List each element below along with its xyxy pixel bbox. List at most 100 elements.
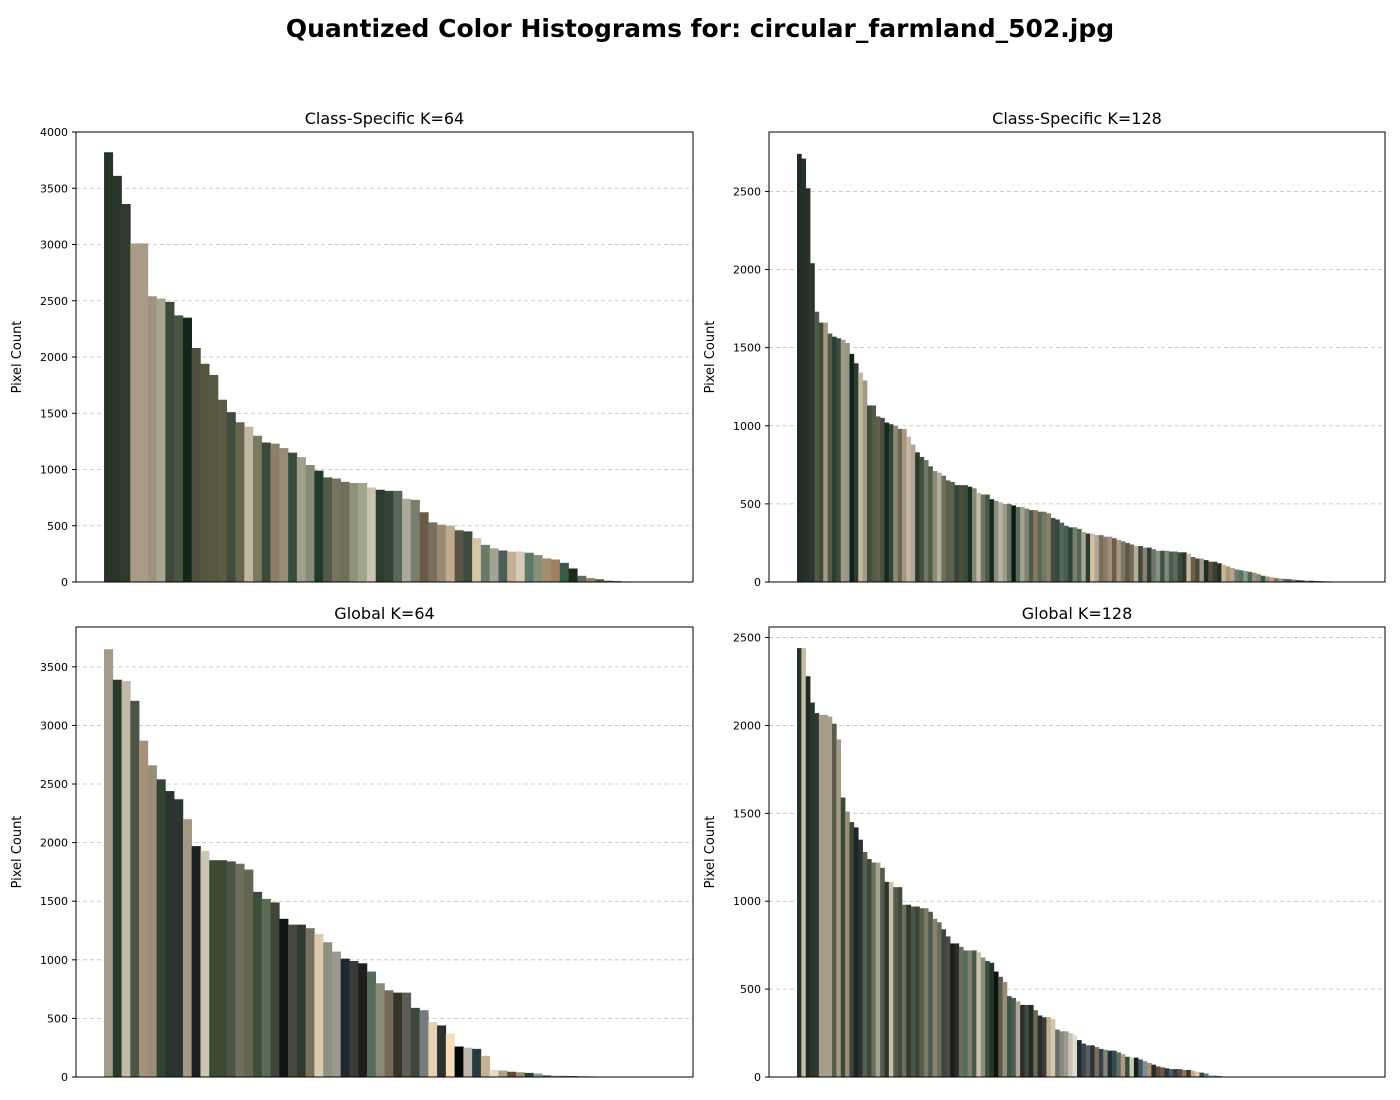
histogram-bar (533, 1073, 543, 1077)
histogram-bar (226, 412, 236, 582)
histogram-bar (797, 153, 802, 582)
histogram-bar (867, 405, 872, 582)
histogram-bar (1046, 513, 1052, 582)
chart-title: Class-Specific K=128 (992, 109, 1162, 128)
y-tick-label: 500 (740, 983, 761, 996)
histogram-bar (515, 551, 526, 582)
histogram-bar (480, 544, 490, 582)
histogram-bar (568, 568, 578, 582)
y-axis-label: Pixel Count (10, 321, 25, 394)
histogram-bar (1208, 561, 1213, 582)
histogram-bar (305, 465, 315, 582)
histogram-bar (1103, 1049, 1108, 1077)
axes-frame (75, 626, 694, 1078)
histogram-bar (875, 862, 881, 1077)
axes-frame (768, 626, 1386, 1078)
histogram-bar (1138, 1059, 1143, 1077)
histogram-bar (156, 298, 166, 582)
histogram-bar (139, 740, 149, 1077)
y-tick-label: 0 (61, 576, 68, 589)
histogram-bar (862, 380, 868, 582)
histogram-bar (393, 992, 403, 1077)
histogram-bar (1217, 563, 1222, 582)
histogram-bar (1199, 1072, 1205, 1077)
histogram-bar (489, 548, 499, 582)
histogram-bar (253, 435, 263, 582)
histogram-bar (902, 428, 907, 582)
histogram-bar (454, 530, 464, 582)
histogram-bar (182, 317, 192, 582)
histogram-bar (1129, 544, 1135, 582)
histogram-bar (279, 918, 289, 1077)
histogram-bar (897, 887, 903, 1077)
histogram-bar (1295, 580, 1301, 582)
histogram-bar (1308, 580, 1314, 582)
histogram-bar (906, 904, 912, 1077)
histogram-bar (1234, 569, 1240, 582)
histogram-bar (445, 525, 455, 582)
histogram-bar (1015, 1001, 1021, 1077)
histogram-bar (928, 466, 933, 582)
histogram-bar (1147, 547, 1152, 582)
histogram-bar (823, 322, 828, 582)
y-tick-label: 2500 (40, 295, 68, 308)
histogram-bar (1282, 578, 1288, 582)
histogram-bar (958, 485, 964, 582)
histogram-bar (1265, 576, 1270, 582)
histogram-bar (1208, 1075, 1213, 1077)
histogram-bar (349, 483, 359, 582)
histogram-bar (130, 243, 140, 582)
histogram-bar (156, 779, 166, 1077)
histogram-bar (1085, 1045, 1091, 1077)
histogram-bar (209, 860, 219, 1077)
chart-title: Global K=128 (1022, 604, 1133, 623)
histogram-bar (1273, 578, 1279, 582)
histogram-bar (805, 676, 811, 1077)
histogram-bar (314, 934, 324, 1077)
histogram-bar (1120, 541, 1126, 582)
histogram-bar (1033, 510, 1038, 582)
y-tick-label: 1500 (40, 895, 68, 908)
y-tick-label: 2500 (733, 185, 761, 198)
histogram-bar (998, 976, 1003, 1077)
histogram-bar (980, 957, 986, 1077)
histogram-bar (1142, 1061, 1148, 1077)
histogram-bar (1094, 535, 1100, 582)
histogram-bar (244, 426, 254, 582)
y-axis-label: Pixel Count (10, 816, 25, 889)
histogram-bar (954, 943, 960, 1077)
y-tick-label: 2000 (733, 719, 761, 732)
histogram-bar (559, 562, 569, 582)
histogram-bar (1002, 503, 1008, 582)
histogram-bar (1168, 551, 1174, 582)
histogram-bar (1177, 552, 1183, 582)
histogram-bar (1182, 552, 1187, 582)
histogram-bar (972, 488, 977, 582)
histogram-bar (1055, 519, 1060, 582)
histogram-bar (1103, 536, 1108, 582)
histogram-bar (993, 971, 999, 1077)
histogram-bar (200, 363, 210, 582)
histogram-bar (1252, 572, 1257, 582)
histogram-bar (980, 494, 986, 582)
chart-title: Class-Specific K=64 (305, 109, 464, 128)
histogram-bar (1037, 1015, 1043, 1077)
histogram-bar (437, 524, 447, 582)
histogram-bar (1243, 571, 1248, 582)
histogram-bar (428, 1021, 438, 1077)
histogram-bar (950, 943, 955, 1077)
histogram-bar (384, 490, 394, 582)
histogram-bar (928, 911, 933, 1077)
histogram-bar (174, 799, 184, 1077)
y-tick-label: 3000 (40, 239, 68, 252)
histogram-bar (296, 457, 306, 582)
histogram-bar (191, 348, 201, 582)
y-tick-label: 2000 (733, 264, 761, 277)
histogram-bar (1142, 547, 1148, 582)
histogram-bar (366, 971, 377, 1077)
histogram-bar (867, 859, 872, 1077)
histogram-bar (823, 714, 828, 1077)
histogram-bar (910, 444, 916, 582)
histogram-bar (1042, 511, 1047, 582)
